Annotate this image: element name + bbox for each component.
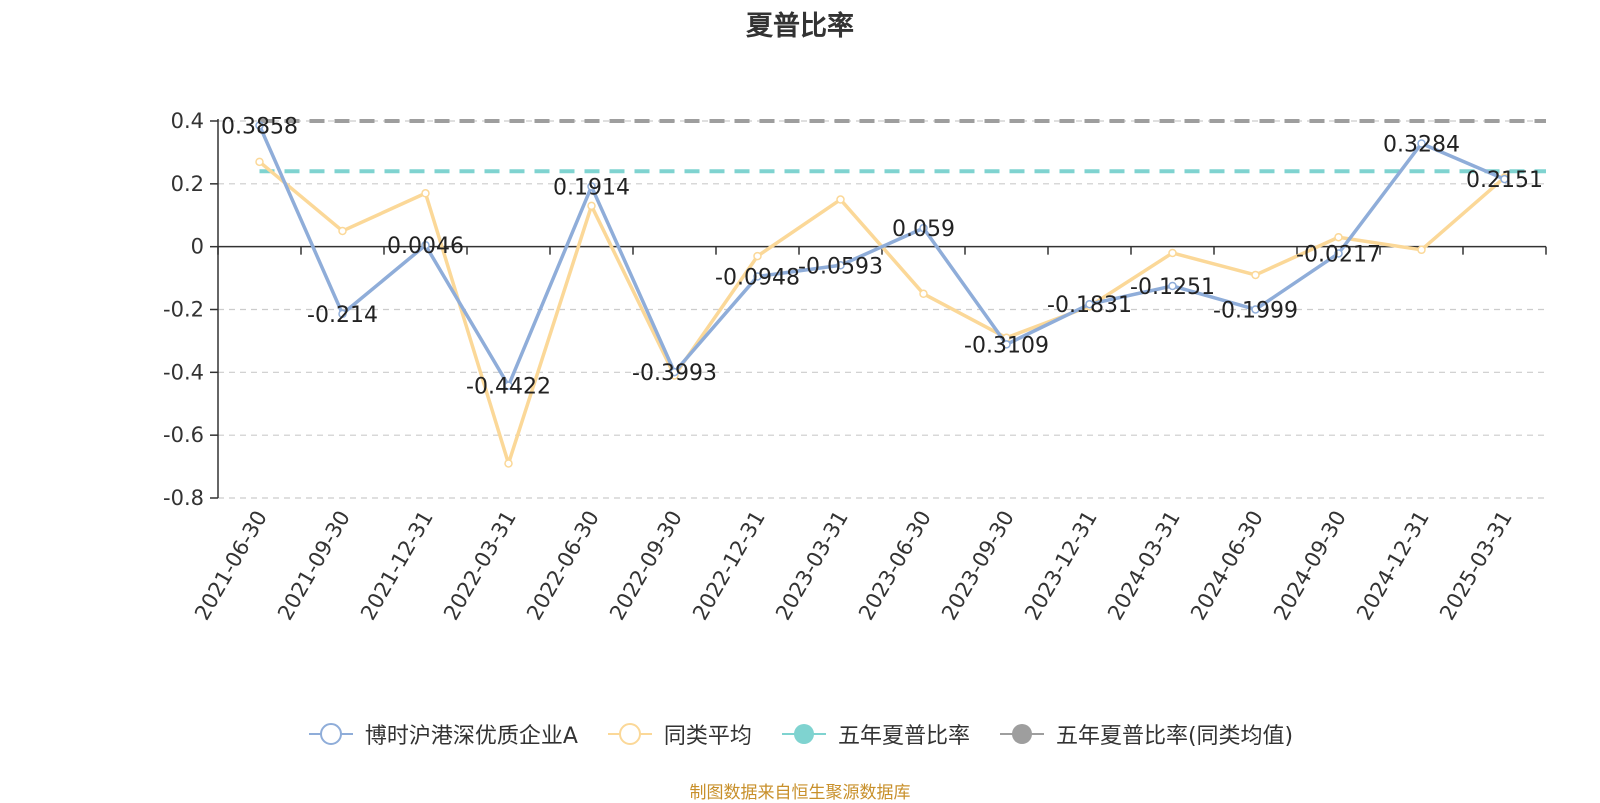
peer-average-point (836, 195, 845, 204)
y-tick-label: 0.4 (171, 109, 204, 133)
x-tick-label: 2024-03-31 (1103, 507, 1185, 625)
y-tick-label: -0.2 (163, 298, 204, 322)
x-tick-label: 2023-06-30 (854, 507, 936, 625)
legend-marker-five-year (781, 724, 826, 744)
x-tick-label: 2024-12-31 (1352, 507, 1434, 625)
y-tick-label: -0.8 (163, 486, 204, 510)
reference-lines (259, 119, 1546, 174)
y-tick-label: -0.6 (163, 423, 204, 447)
legend-label-fund: 博时沪港深优质企业A (364, 724, 578, 749)
y-tick-label: -0.4 (163, 360, 204, 384)
data-label: -0.1251 (1130, 275, 1215, 300)
fund-point (670, 367, 679, 377)
grid-lines (218, 120, 1546, 499)
data-label: 0.0046 (387, 234, 464, 259)
data-label: -0.1999 (1213, 298, 1298, 323)
legend-marker-five-year-peer (999, 724, 1044, 744)
peer-average-point (255, 157, 264, 167)
legend-item-five-year[interactable]: 五年夏普比率 (780, 718, 970, 750)
peer-average-line (258, 160, 1506, 466)
fund-point (1417, 139, 1426, 148)
data-label: 0.2151 (1466, 168, 1543, 193)
peer-average-point (504, 459, 513, 468)
x-tick-label: 2022-06-30 (522, 507, 604, 625)
peer-average-point (587, 201, 596, 211)
x-tick-label: 2024-06-30 (1186, 507, 1268, 625)
peer-average-point (338, 226, 347, 236)
chart-title: 夏普比率 (746, 11, 854, 42)
legend-item-five-year-peer[interactable]: 五年夏普比率(同类均值) (998, 718, 1293, 750)
x-tick-label: 2022-09-30 (605, 507, 687, 625)
data-label: -0.0593 (798, 254, 883, 279)
peer-average-point (1251, 270, 1260, 280)
fund-point (1002, 340, 1011, 349)
fund-point (504, 381, 513, 390)
data-label: 0.059 (892, 217, 955, 242)
data-label: -0.1831 (1047, 293, 1132, 318)
x-tick-label: 2021-12-31 (356, 507, 438, 625)
data-label: -0.3993 (632, 361, 717, 386)
fund-point (1500, 174, 1509, 184)
data-label: -0.0217 (1296, 242, 1381, 267)
peer-average-point (1417, 245, 1426, 255)
legend-label-five-year-peer: 五年夏普比率(同类均值) (1055, 724, 1294, 749)
legend-item-fund[interactable]: 博时沪港深优质企业A (307, 718, 578, 750)
peer-average-point (919, 289, 928, 299)
fund-point (587, 182, 596, 191)
legend-item-peer-average[interactable]: 同类平均 (606, 718, 752, 750)
x-tick-label: 2023-12-31 (1020, 507, 1102, 625)
data-label: -0.4422 (466, 375, 551, 400)
legend-label-peer-average: 同类平均 (663, 724, 752, 749)
data-label: 0.1914 (553, 176, 630, 201)
fund-point (1085, 299, 1094, 309)
fund-point (753, 272, 762, 281)
fund-point (1334, 249, 1343, 258)
fund-point (1251, 305, 1260, 314)
peer-average-point (753, 251, 762, 261)
peer-average-point (421, 189, 430, 198)
x-tick-label: 2022-03-31 (439, 507, 521, 625)
peer-average-point (1168, 248, 1177, 258)
x-tick-label: 2024-09-30 (1269, 507, 1351, 625)
x-tick-label: 2022-12-31 (688, 507, 770, 625)
data-label: -0.3109 (964, 333, 1049, 358)
x-tick-label: 2021-09-30 (273, 507, 355, 625)
y-tick-label: 0.2 (171, 172, 204, 196)
data-labels: 0.3858 -0.214 0.0046 -0.4422 0.1914 -0.3993 -0… (221, 114, 1543, 399)
legend-marker-fund (308, 723, 353, 745)
series-lines (255, 121, 1509, 468)
fund-line (257, 124, 1506, 388)
fund-point (255, 121, 264, 130)
legend: 博时沪港深优质企业A 同类平均 五年夏普比率 五年夏普比率(同类均值) (0, 718, 1600, 750)
data-label: 0.3858 (221, 114, 298, 139)
data-label: -0.214 (307, 303, 378, 328)
x-tick-label: 2023-09-30 (937, 507, 1019, 625)
x-tick-label: 2021-06-30 (190, 507, 272, 625)
legend-label-five-year: 五年夏普比率 (837, 724, 970, 749)
fund-point (421, 240, 430, 250)
x-tick-label: 2025-03-31 (1435, 507, 1517, 625)
peer-average-point (1334, 232, 1343, 242)
fund-point (1168, 281, 1177, 291)
data-label: -0.0948 (715, 265, 800, 290)
source-note: 制图数据来自恒生聚源数据库 (689, 783, 911, 803)
fund-point (919, 223, 928, 233)
fund-point (338, 309, 347, 319)
data-label: 0.3284 (1383, 132, 1460, 157)
x-tick-label: 2023-03-31 (771, 507, 853, 625)
fund-point (836, 261, 845, 270)
y-tick-label: 0 (191, 235, 204, 259)
legend-marker-peer-average (607, 723, 652, 745)
